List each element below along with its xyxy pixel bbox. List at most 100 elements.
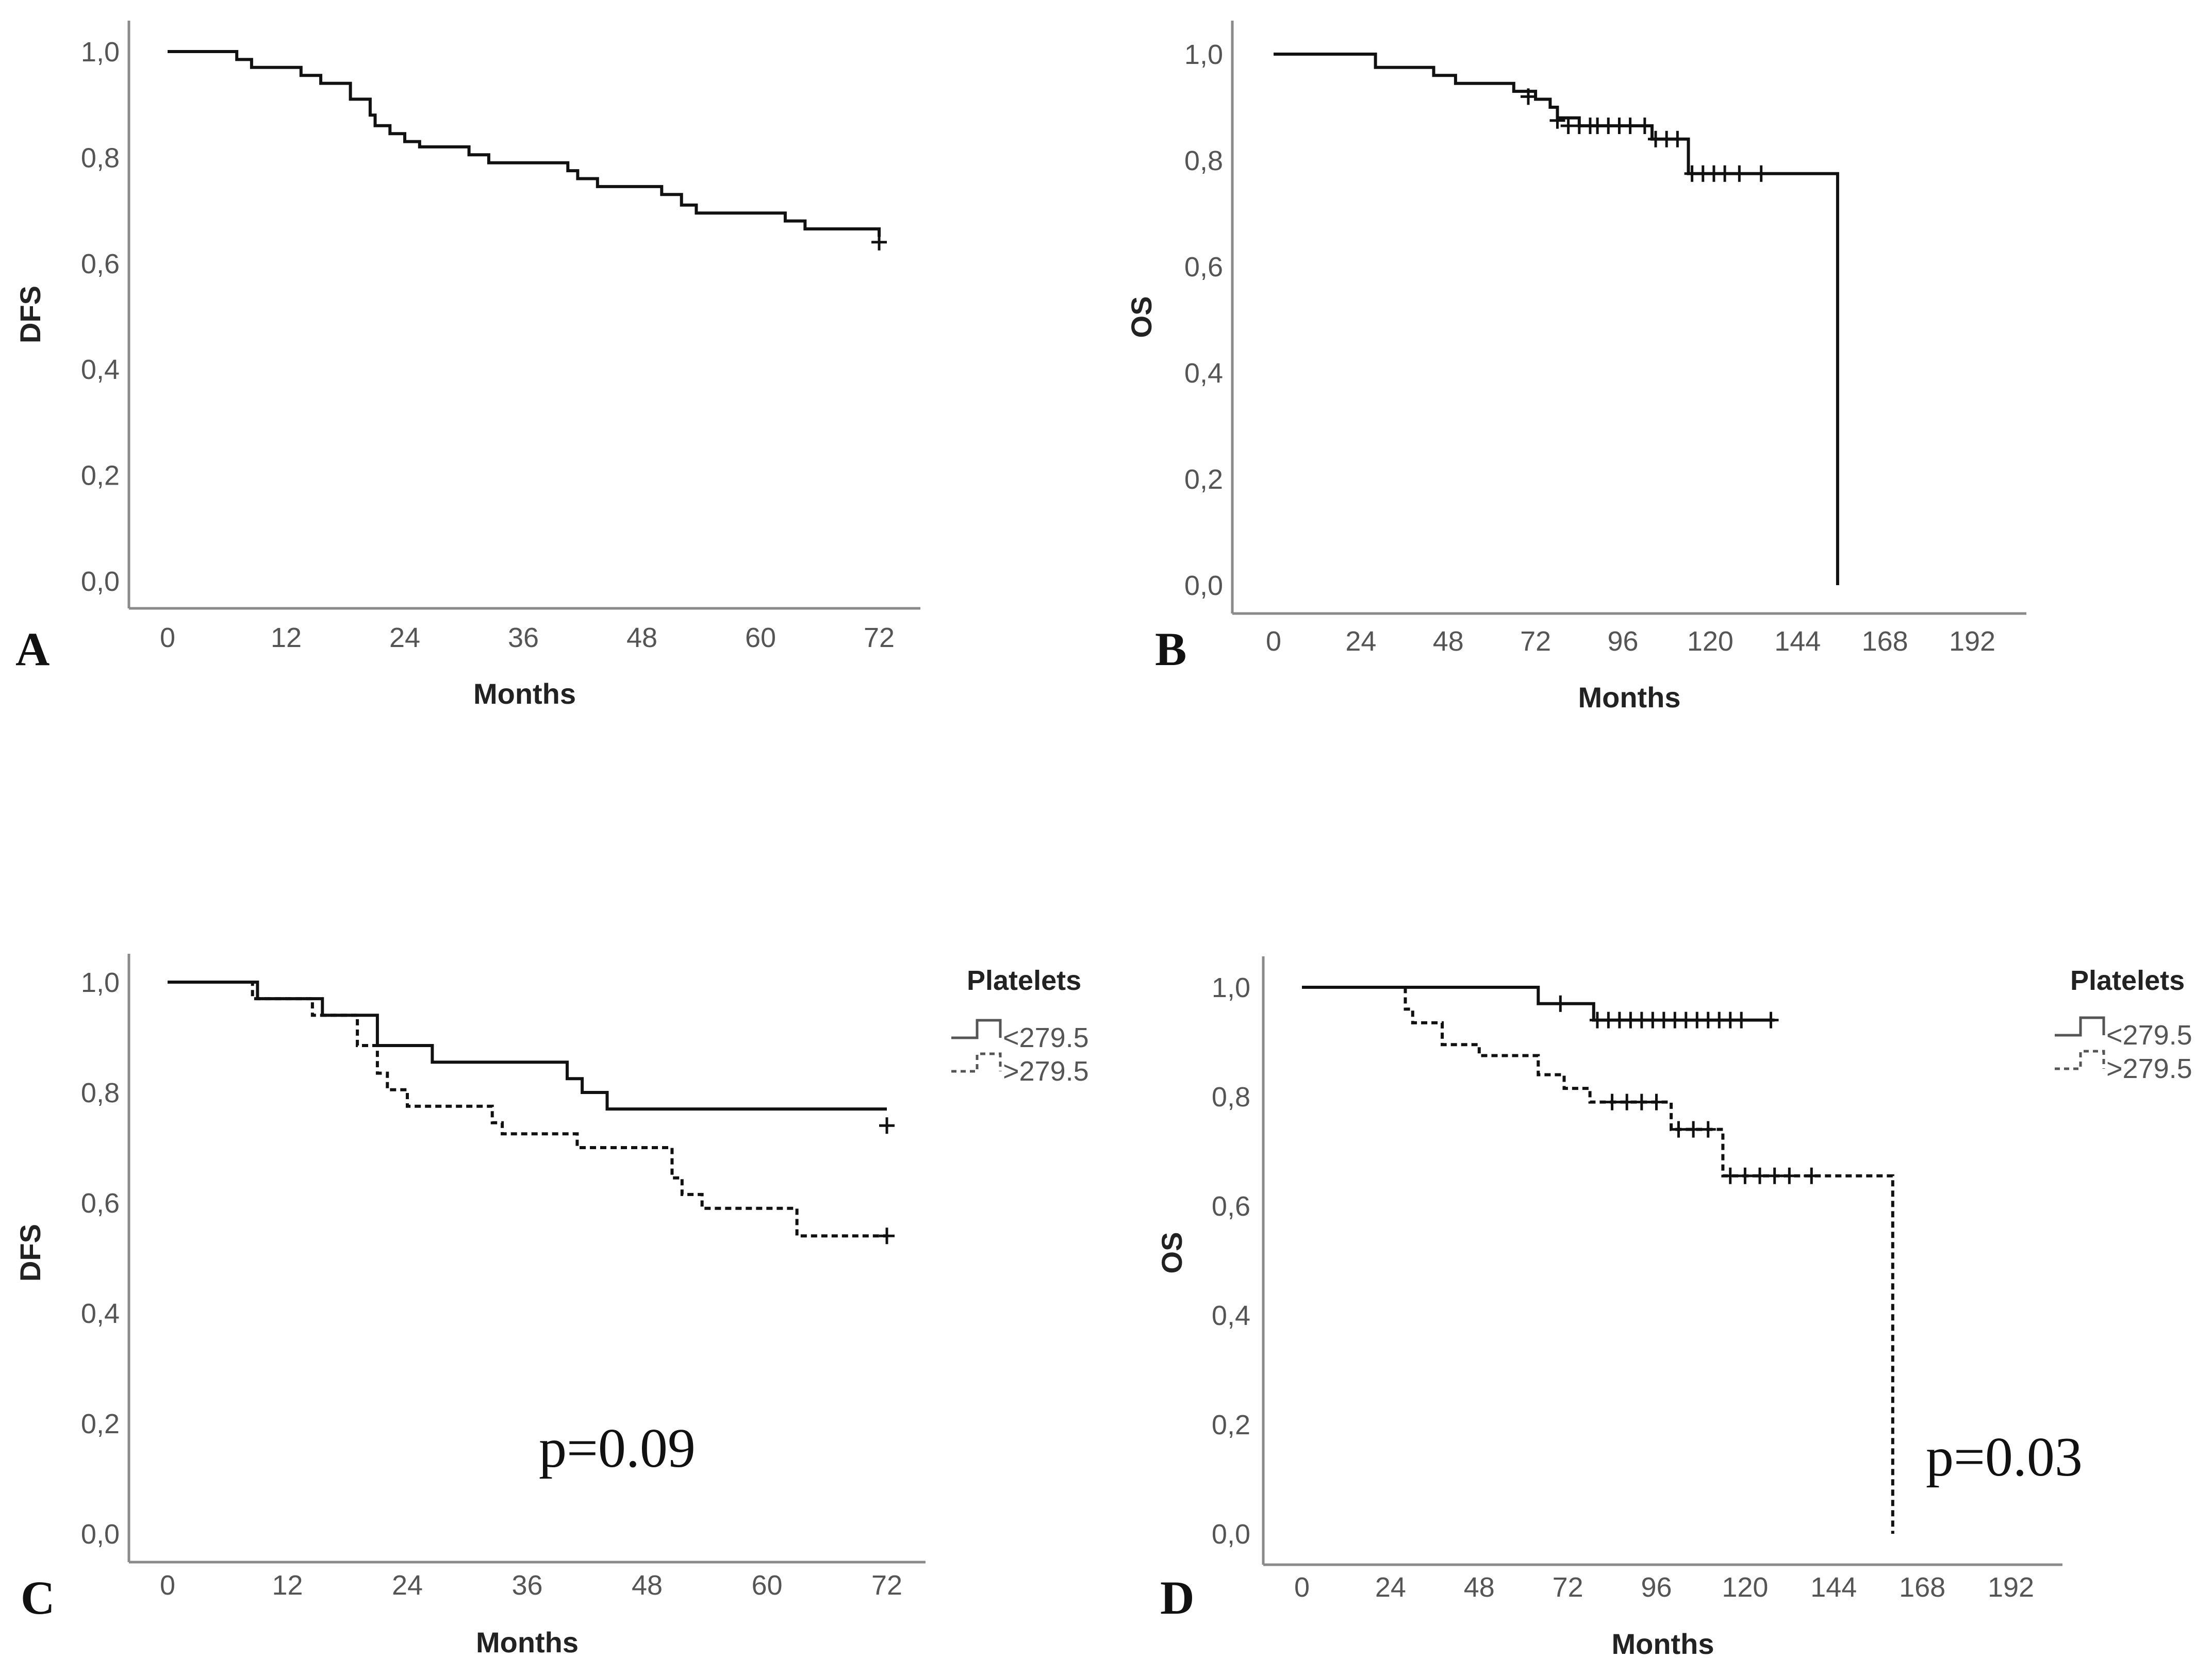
x-tick-label: 72 (864, 622, 895, 653)
y-tick-label: 1,0 (81, 967, 120, 998)
x-tick-label: 144 (1810, 1572, 1857, 1603)
y-tick-label: 0,4 (81, 354, 120, 385)
panel-b: 0,0 0,2 0,4 0,6 0,8 1,0 0 24 48 72 96 120 144 168 192 M… (1125, 21, 2026, 714)
censor-mark (1734, 1012, 1749, 1029)
censor-mark (1633, 1093, 1649, 1111)
x-axis-title: Months (1578, 681, 1680, 714)
x-tick-label: 96 (1641, 1572, 1672, 1603)
legend-title: Platelets (2070, 965, 2185, 996)
x-tick-label: 0 (1266, 626, 1281, 657)
panel-letter: C (21, 1571, 55, 1624)
x-tick-label: 120 (1687, 626, 1734, 657)
legend-label: >279.5 (1003, 1056, 1089, 1087)
legend-title: Platelets (967, 965, 1081, 996)
censor-mark (1619, 1093, 1635, 1111)
x-tick-label: 36 (508, 622, 539, 653)
series-line-above (168, 981, 887, 1238)
y-tick-label: 0,0 (81, 566, 120, 597)
x-tick-label: 0 (160, 1570, 175, 1601)
y-tick-label: 0,6 (1212, 1191, 1250, 1222)
censor-mark (1604, 1093, 1620, 1111)
y-tick-label: 0,2 (81, 1408, 120, 1439)
censor-mark (1753, 165, 1769, 182)
y-tick-label: 0,4 (1212, 1300, 1250, 1331)
legend-label: <279.5 (2106, 1020, 2192, 1051)
panel-letter: B (1155, 623, 1186, 675)
x-tick-label: 192 (1988, 1572, 2034, 1603)
legend: Platelets <279.5>279.5 (2055, 965, 2192, 1084)
censor-mark (1752, 1167, 1768, 1184)
panel-letter: A (15, 623, 49, 675)
y-axis-title: OS (1155, 1232, 1188, 1274)
censor-mark (1781, 1167, 1797, 1184)
p-value-annotation: p=0.09 (539, 1418, 696, 1479)
y-tick-label: 0,8 (81, 142, 120, 173)
y-tick-label: 0,8 (1212, 1082, 1250, 1113)
y-tick-label: 0,2 (1184, 464, 1223, 495)
x-tick-label: 144 (1774, 626, 1821, 657)
censor-mark (1637, 118, 1653, 135)
censor-mark (1731, 165, 1747, 182)
x-tick-label: 12 (271, 622, 302, 653)
y-tick-label: 0,6 (1184, 252, 1223, 283)
x-tick-label: 192 (1949, 626, 1995, 657)
y-tick-label: 0,4 (81, 1298, 120, 1329)
censor-mark (1670, 130, 1686, 147)
legend-symbol (951, 1019, 1002, 1039)
x-tick-label: 168 (1899, 1572, 1945, 1603)
x-axis-title: Months (1611, 1628, 1714, 1660)
panel-d: 0,0 0,2 0,4 0,6 0,8 1,0 0 24 48 72 96 120 144 168 192 M… (1155, 956, 2192, 1660)
x-tick-label: 24 (392, 1570, 423, 1601)
x-tick-label: 24 (1375, 1572, 1406, 1603)
y-tick-label: 0,0 (1184, 570, 1223, 601)
y-axis-title: DFS (14, 1224, 46, 1282)
panel-c: 0,0 0,2 0,4 0,6 0,8 1,0 0 12 24 36 48 60 72 Months DFS… (14, 954, 1089, 1659)
legend-label: <279.5 (1003, 1022, 1089, 1053)
y-axis-title: DFS (14, 286, 46, 343)
censor-mark (1737, 1167, 1753, 1184)
x-axis-title: Months (473, 677, 576, 710)
y-tick-label: 0,2 (81, 460, 120, 491)
censor-mark (1521, 88, 1537, 105)
x-tick-label: 168 (1862, 626, 1908, 657)
x-tick-label: 72 (871, 1570, 902, 1601)
x-tick-label: 72 (1553, 1572, 1583, 1603)
series-line-main (168, 50, 881, 237)
censor-mark (1700, 1121, 1716, 1138)
y-tick-label: 1,0 (1212, 972, 1250, 1003)
censor-mark (1717, 165, 1733, 182)
censor-mark (1804, 1167, 1820, 1184)
censor-mark (1767, 1167, 1782, 1184)
censor-mark (1686, 1121, 1702, 1138)
censor-mark (1622, 118, 1638, 135)
x-tick-label: 60 (751, 1570, 782, 1601)
y-tick-label: 1,0 (81, 37, 120, 68)
x-tick-label: 48 (1433, 626, 1464, 657)
x-tick-label: 48 (632, 1570, 663, 1601)
legend-symbol (2055, 1016, 2105, 1037)
y-tick-label: 0,2 (1212, 1410, 1250, 1440)
censor-mark (879, 1228, 895, 1245)
legend: Platelets <279.5>279.5 (951, 965, 1089, 1087)
x-tick-label: 24 (389, 622, 420, 653)
x-tick-label: 36 (511, 1570, 542, 1601)
x-tick-label: 48 (626, 622, 657, 653)
y-tick-label: 0,6 (81, 248, 120, 279)
y-tick-label: 1,0 (1184, 39, 1223, 70)
p-value-annotation: p=0.03 (1926, 1427, 2083, 1488)
x-tick-label: 96 (1607, 626, 1638, 657)
censor-mark (1763, 1012, 1779, 1029)
censor-mark (1671, 1121, 1687, 1138)
y-tick-label: 0,0 (1212, 1519, 1250, 1550)
censor-mark (1722, 1167, 1738, 1184)
y-tick-label: 0,8 (1184, 145, 1223, 176)
y-tick-label: 0,6 (81, 1188, 120, 1219)
x-tick-label: 72 (1520, 626, 1551, 657)
y-tick-label: 0,0 (81, 1519, 120, 1550)
y-tick-label: 0,8 (81, 1078, 120, 1108)
x-tick-label: 24 (1345, 626, 1376, 657)
censor-mark (1553, 995, 1569, 1012)
x-axis-title: Months (476, 1626, 579, 1659)
